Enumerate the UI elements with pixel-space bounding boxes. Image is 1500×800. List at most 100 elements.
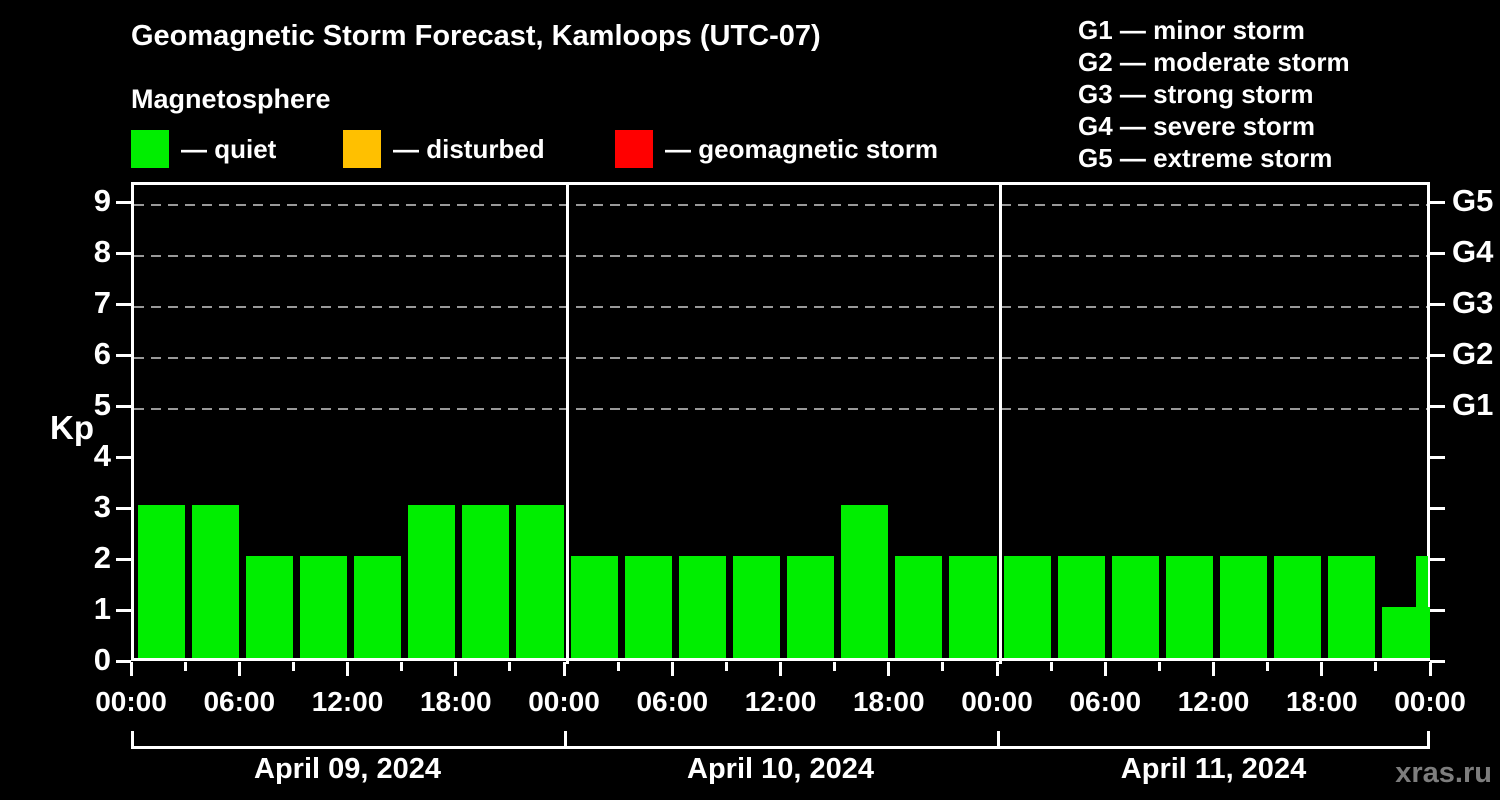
g-scale-legend-line: G1 — minor storm: [1078, 15, 1305, 45]
kp-bar-clipped: [1416, 556, 1428, 658]
date-label: April 10, 2024: [687, 753, 874, 785]
y-axis-tick-right: [1430, 404, 1445, 408]
y-axis-tick-left: [116, 353, 131, 357]
x-axis-tick: [941, 662, 945, 671]
y-axis-tick-left: [116, 302, 131, 306]
x-axis-tick: [1157, 662, 1161, 671]
g-level-label: G2: [1452, 336, 1494, 371]
y-axis-label: 3: [93, 489, 111, 524]
y-axis-tick-left: [116, 557, 131, 561]
kp-bar: [732, 556, 780, 658]
x-axis-tick: [508, 662, 512, 671]
kp-bar: [841, 505, 889, 658]
x-axis-time-label: 12:00: [311, 686, 384, 717]
g-scale-legend-line: G2 — moderate storm: [1078, 47, 1350, 77]
legend-label-quiet: — quiet: [181, 133, 277, 164]
y-axis-tick-right: [1430, 302, 1445, 306]
x-axis-tick: [237, 662, 241, 676]
x-axis-tick: [1212, 662, 1215, 676]
x-axis-tick: [346, 662, 349, 676]
y-axis-label: 7: [93, 285, 111, 320]
y-axis-tick-left: [116, 251, 131, 255]
x-axis-time-label: 06:00: [203, 686, 276, 717]
x-axis-tick: [183, 662, 187, 671]
kp-bar: [408, 505, 456, 658]
kp-bar: [1003, 556, 1051, 658]
kp-bar: [1220, 556, 1268, 658]
x-axis-time-label: 18:00: [419, 686, 492, 717]
kp-bar: [137, 505, 185, 658]
x-axis-tick: [1266, 662, 1270, 671]
x-axis-time-label: 06:00: [636, 686, 709, 717]
x-axis-tick: [291, 662, 295, 671]
kp-bar: [1165, 556, 1213, 658]
kp-bar: [787, 556, 835, 658]
g-level-label: G5: [1452, 183, 1494, 218]
x-axis-tick: [724, 662, 728, 671]
x-axis-tick: [1049, 662, 1053, 671]
day-separator: [998, 185, 1002, 664]
g-level-label: G3: [1452, 285, 1494, 320]
x-axis-tick: [1428, 662, 1432, 676]
g-scale-legend-line: G5 — extreme storm: [1078, 143, 1333, 173]
g-scale-legend-line: G4 — severe storm: [1078, 111, 1316, 141]
kp-bar: [299, 556, 347, 658]
quiet-color-swatch-icon: [131, 130, 169, 168]
y-axis-label: 8: [93, 234, 111, 269]
disturbed-color-swatch-icon: [343, 130, 381, 168]
legend-item-disturbed: — disturbed: [343, 130, 545, 168]
kp-bar: [1111, 556, 1159, 658]
y-axis-label: 6: [93, 336, 111, 371]
x-axis-tick: [1374, 662, 1378, 671]
legend-item-geomagnetic-storm: — geomagnetic storm: [615, 130, 938, 168]
y-axis-label: 1: [93, 591, 111, 626]
legend-item-quiet: — quiet: [131, 130, 276, 168]
chart-subtitle: Magnetosphere: [131, 84, 331, 114]
legend-label-geomagnetic-storm: — geomagnetic storm: [665, 133, 939, 164]
y-axis-title: Kp: [50, 409, 94, 446]
y-axis-tick-right: [1430, 659, 1445, 663]
x-axis-tick: [779, 662, 782, 676]
x-axis-tick: [833, 662, 837, 671]
date-bracket-tick: [131, 731, 134, 749]
y-axis-tick-right: [1430, 557, 1445, 561]
g-level-label: G4: [1452, 234, 1494, 269]
kp-bar: [678, 556, 726, 658]
y-axis-label: 4: [93, 438, 111, 473]
x-axis-tick: [995, 662, 999, 676]
legend-label-disturbed: — disturbed: [393, 133, 545, 164]
y-axis-tick-right: [1430, 200, 1445, 204]
plot-area: [131, 182, 1430, 664]
y-axis-tick-left: [116, 404, 131, 408]
kp-bar: [354, 556, 402, 658]
geomagnetic-storm-color-swatch-icon: [615, 130, 653, 168]
x-axis-time-label: 18:00: [1285, 686, 1358, 717]
chart-title: Geomagnetic Storm Forecast, Kamloops (UT…: [131, 20, 821, 52]
gridline-kp6: [134, 357, 1427, 359]
x-axis-time-label: 00:00: [95, 686, 167, 717]
x-axis-tick: [129, 662, 133, 676]
x-axis-time-label: 12:00: [1177, 686, 1250, 717]
y-axis-tick-right: [1430, 506, 1445, 510]
x-axis-tick: [454, 662, 458, 676]
gridline-kp5: [134, 408, 1427, 410]
x-axis-tick: [562, 662, 566, 676]
gridline-kp9: [134, 204, 1427, 206]
y-axis-tick-right: [1430, 353, 1445, 357]
y-axis-label: 0: [93, 642, 111, 677]
y-axis-label: 9: [93, 183, 111, 218]
date-bracket-tick: [997, 731, 1000, 749]
x-axis-time-label: 12:00: [744, 686, 817, 717]
date-bracket-tick: [1427, 731, 1430, 749]
x-axis-tick: [1320, 662, 1324, 676]
kp-bar: [191, 505, 239, 658]
x-axis-time-label: 00:00: [1394, 686, 1466, 717]
watermark: xras.ru: [1395, 757, 1492, 789]
x-axis-time-label: 00:00: [528, 686, 600, 717]
g-level-label: G1: [1452, 387, 1494, 422]
y-axis-tick-right: [1430, 251, 1445, 255]
date-bracket-tick: [564, 731, 567, 749]
date-bracket-line: [132, 746, 1430, 749]
kp-bar: [245, 556, 293, 658]
